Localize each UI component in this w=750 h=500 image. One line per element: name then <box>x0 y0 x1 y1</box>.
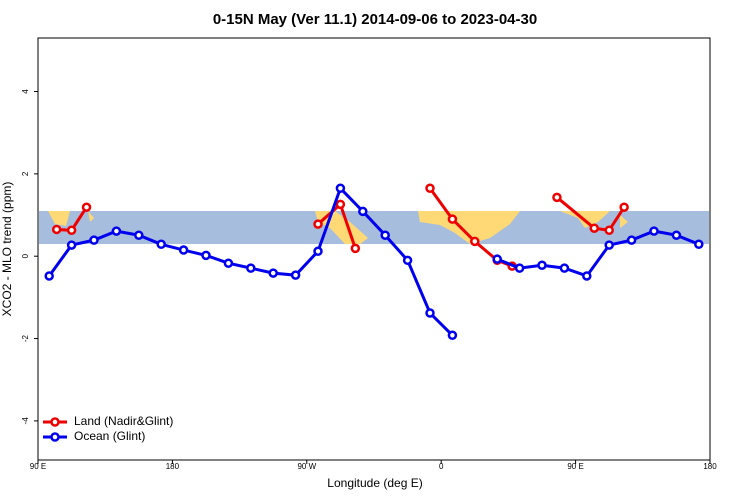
data-point <box>81 202 92 212</box>
y-tick-label: -4 <box>21 417 30 425</box>
legend-label: Ocean (Glint) <box>74 429 145 443</box>
data-point <box>335 199 346 210</box>
x-tick-label: 180 <box>703 462 717 471</box>
data-point <box>134 230 144 240</box>
data-point <box>51 224 62 235</box>
data-point <box>514 263 525 273</box>
data-point <box>290 270 301 280</box>
x-axis-label: Longitude (deg E) <box>327 476 422 490</box>
x-tick-label: 180 <box>166 462 180 471</box>
data-point <box>470 236 480 247</box>
data-point <box>313 246 323 257</box>
data-point <box>694 239 704 250</box>
y-tick-label: 2 <box>21 171 30 176</box>
data-point <box>559 263 570 273</box>
x-tick-label: 90 E <box>30 462 46 471</box>
y-tick-label: -2 <box>21 334 30 342</box>
data-point <box>268 268 278 278</box>
x-tick-label: 90 E <box>567 462 583 471</box>
legend-marker <box>50 417 60 427</box>
data-point <box>111 226 122 236</box>
data-point <box>649 226 659 236</box>
data-point <box>604 225 614 236</box>
data-point <box>425 308 435 318</box>
data-point <box>589 223 600 233</box>
y-tick-label: 0 <box>21 253 30 258</box>
data-point <box>447 214 458 224</box>
x-tick-label: 0 <box>439 462 444 471</box>
data-point <box>66 225 77 236</box>
chart-title: 0-15N May (Ver 11.1) 2014-09-06 to 2023-… <box>213 11 537 28</box>
data-point <box>358 206 368 217</box>
data-point <box>626 235 637 245</box>
plot-frame <box>37 37 711 461</box>
data-point <box>402 255 413 266</box>
data-point <box>425 183 435 194</box>
x-tick-label: 90 W <box>297 462 316 471</box>
data-point <box>335 183 346 194</box>
data-point <box>604 240 614 250</box>
data-point <box>582 271 592 281</box>
series-line <box>47 185 700 337</box>
legend-label: Land (Nadir&Glint) <box>74 414 173 428</box>
data-point <box>66 240 77 250</box>
data-point <box>380 230 390 240</box>
data-point <box>223 258 234 268</box>
y-tick-label: 4 <box>21 89 30 94</box>
data-point <box>447 330 458 341</box>
data-point <box>492 254 502 264</box>
data-point <box>671 230 682 240</box>
data-point <box>619 202 629 212</box>
data-point <box>201 250 211 261</box>
data-point <box>350 243 361 254</box>
data-point <box>313 219 323 229</box>
data-point <box>537 260 547 271</box>
y-axis-label: XCO2 - MLO trend (ppm) <box>0 182 14 317</box>
data-point <box>178 245 189 255</box>
data-point <box>89 235 99 245</box>
data-point <box>552 192 562 203</box>
data-point <box>246 263 256 273</box>
legend-marker <box>50 432 60 442</box>
data-point <box>156 239 166 250</box>
data-point <box>44 271 54 281</box>
